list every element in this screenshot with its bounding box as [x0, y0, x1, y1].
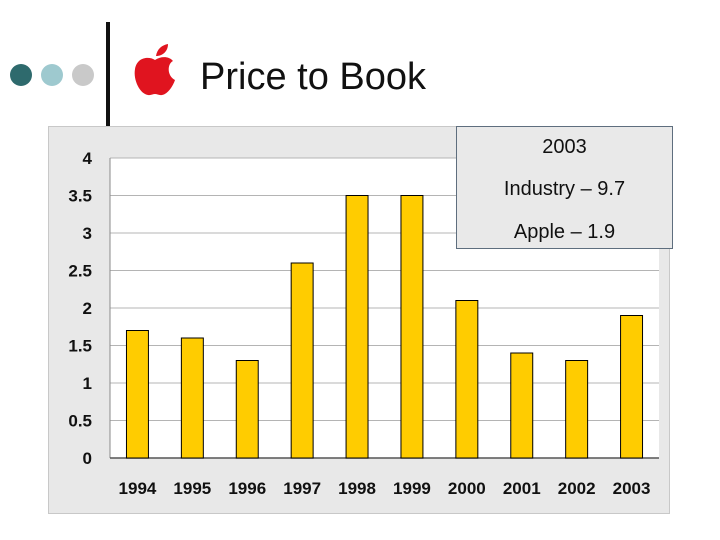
bullet-dot-dark — [10, 64, 32, 86]
bar-1997 — [290, 262, 314, 459]
y-tick-label: 1 — [83, 374, 92, 393]
title-divider — [106, 22, 110, 126]
y-tick-label: 0.5 — [68, 412, 92, 431]
bar-2003 — [620, 315, 644, 459]
x-tick-label: 2001 — [503, 479, 541, 498]
y-tick-label: 3.5 — [68, 187, 92, 206]
callout-year: 2003 — [542, 136, 587, 158]
x-tick-label: 1997 — [283, 479, 321, 498]
callout-industry: Industry – 9.7 — [503, 178, 626, 200]
bullet-dot-gray — [72, 64, 94, 86]
slide-bullet-dots — [10, 64, 100, 86]
apple-logo-icon — [134, 44, 175, 96]
y-tick-label: 2 — [83, 299, 92, 318]
apple-body — [134, 57, 175, 96]
x-tick-label: 2003 — [613, 479, 651, 498]
bar-1999 — [400, 195, 424, 459]
x-tick-label: 1998 — [338, 479, 376, 498]
bullet-dot-light — [41, 64, 63, 86]
y-tick-label: 3 — [83, 224, 92, 243]
callout-box: 2003 Industry – 9.7 Apple – 1.9 — [456, 126, 673, 249]
apple-leaf — [156, 44, 168, 56]
bar-2001 — [510, 352, 534, 459]
x-tick-label: 1996 — [228, 479, 266, 498]
bar-1998 — [345, 195, 369, 459]
y-tick-label: 0 — [83, 449, 92, 468]
x-tick-label: 2002 — [558, 479, 596, 498]
slide-title: Price to Book — [200, 56, 426, 98]
x-tick-label: 1994 — [119, 479, 157, 498]
y-tick-label: 2.5 — [68, 262, 92, 281]
bar-1995 — [180, 337, 204, 459]
x-tick-label: 1999 — [393, 479, 431, 498]
y-tick-label: 4 — [83, 149, 93, 168]
bar-1996 — [235, 360, 259, 459]
bar-2000 — [455, 300, 479, 459]
x-tick-label: 1995 — [173, 479, 211, 498]
x-tick-label: 2000 — [448, 479, 486, 498]
y-tick-label: 1.5 — [68, 337, 92, 356]
bar-2002 — [565, 360, 589, 459]
callout-apple: Apple – 1.9 — [513, 221, 616, 243]
bar-1994 — [125, 330, 149, 459]
